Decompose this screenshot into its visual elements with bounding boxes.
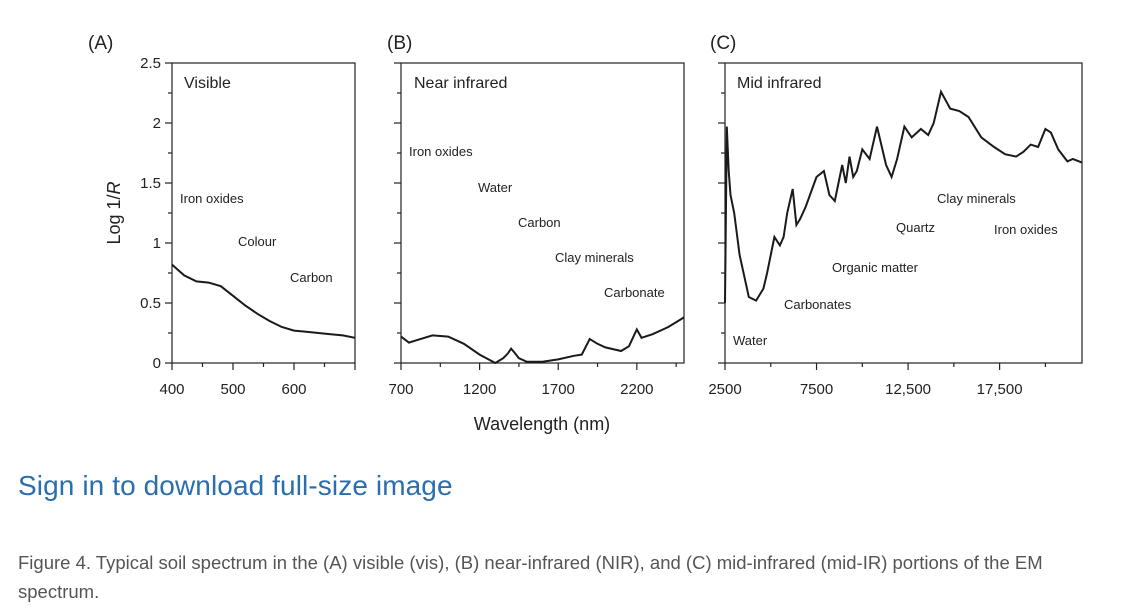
panel-c-spectrum-line bbox=[724, 89, 1083, 304]
annotation-carbon: Carbon bbox=[290, 270, 333, 285]
panel-b-title: Near infrared bbox=[414, 75, 507, 92]
panel-a: (A) Visible Iron oxides Colour Carbon 00… bbox=[88, 33, 356, 398]
y-tick-label: 2.5 bbox=[140, 55, 161, 72]
x-tick-label: 7500 bbox=[800, 381, 833, 398]
panel-c-title: Mid infrared bbox=[737, 75, 821, 92]
x-tick-label: 12,500 bbox=[885, 381, 931, 398]
panel-c-y-axis bbox=[718, 62, 725, 364]
panel-a-title: Visible bbox=[184, 75, 231, 92]
x-tick-label: 400 bbox=[159, 381, 184, 398]
panel-a-letter: (A) bbox=[88, 33, 113, 54]
y-tick-label: 2 bbox=[153, 115, 161, 132]
x-tick-label: 1200 bbox=[463, 381, 496, 398]
download-full-size-link[interactable]: Sign in to download full-size image bbox=[18, 470, 453, 501]
panel-b-frame bbox=[400, 62, 685, 364]
panel-b-spectrum-line bbox=[400, 316, 685, 365]
panel-a-x-axis: 400 500 600 bbox=[159, 363, 356, 398]
annotation-quartz: Quartz bbox=[896, 220, 935, 235]
y-tick-label: 0.5 bbox=[140, 295, 161, 312]
y-axis-title: Log 1/R bbox=[104, 181, 124, 244]
panel-a-y-axis: 0 0.5 1 1.5 2 2.5 bbox=[140, 55, 172, 372]
panel-b: (B) Near infrared Iron oxides Water Carb… bbox=[387, 33, 685, 398]
x-tick-label: 2500 bbox=[708, 381, 741, 398]
annotation-iron-oxides: Iron oxides bbox=[180, 191, 244, 206]
annotation-water: Water bbox=[478, 180, 513, 195]
panel-a-spectrum-line bbox=[171, 263, 356, 339]
annotation-organic-matter: Organic matter bbox=[832, 260, 919, 275]
panel-b-y-axis bbox=[394, 62, 401, 364]
x-tick-label: 1700 bbox=[542, 381, 575, 398]
annotation-carbon: Carbon bbox=[518, 215, 561, 230]
panel-c: (C) Mid infrared Water Carbonates Organi… bbox=[708, 33, 1083, 398]
annotation-carbonate: Carbonate bbox=[604, 285, 665, 300]
panel-b-x-axis: 700 1200 1700 2200 bbox=[388, 363, 677, 398]
x-tick-label: 17,500 bbox=[977, 381, 1023, 398]
annotation-iron-oxides: Iron oxides bbox=[994, 222, 1058, 237]
x-tick-label: 2200 bbox=[620, 381, 653, 398]
y-tick-label: 1.5 bbox=[140, 175, 161, 192]
annotation-clay-minerals: Clay minerals bbox=[555, 250, 634, 265]
annotation-carbonates: Carbonates bbox=[784, 297, 852, 312]
annotation-iron-oxides: Iron oxides bbox=[409, 144, 473, 159]
annotation-clay-minerals: Clay minerals bbox=[937, 191, 1016, 206]
panel-b-letter: (B) bbox=[387, 33, 412, 54]
x-tick-label: 600 bbox=[281, 381, 306, 398]
soil-spectrum-figure: (A) Visible Iron oxides Colour Carbon 00… bbox=[88, 33, 1083, 434]
panel-c-letter: (C) bbox=[710, 33, 736, 54]
y-tick-label: 0 bbox=[153, 355, 161, 372]
annotation-colour: Colour bbox=[238, 234, 277, 249]
panel-c-frame bbox=[724, 62, 1083, 364]
annotation-water: Water bbox=[733, 333, 768, 348]
x-tick-label: 700 bbox=[388, 381, 413, 398]
y-tick-label: 1 bbox=[153, 235, 161, 252]
x-axis-title: Wavelength (nm) bbox=[474, 414, 610, 434]
figure-caption: Figure 4. Typical soil spectrum in the (… bbox=[18, 552, 1043, 602]
panel-c-x-axis: 2500 7500 12,500 17,500 bbox=[708, 363, 1046, 398]
x-tick-label: 500 bbox=[220, 381, 245, 398]
